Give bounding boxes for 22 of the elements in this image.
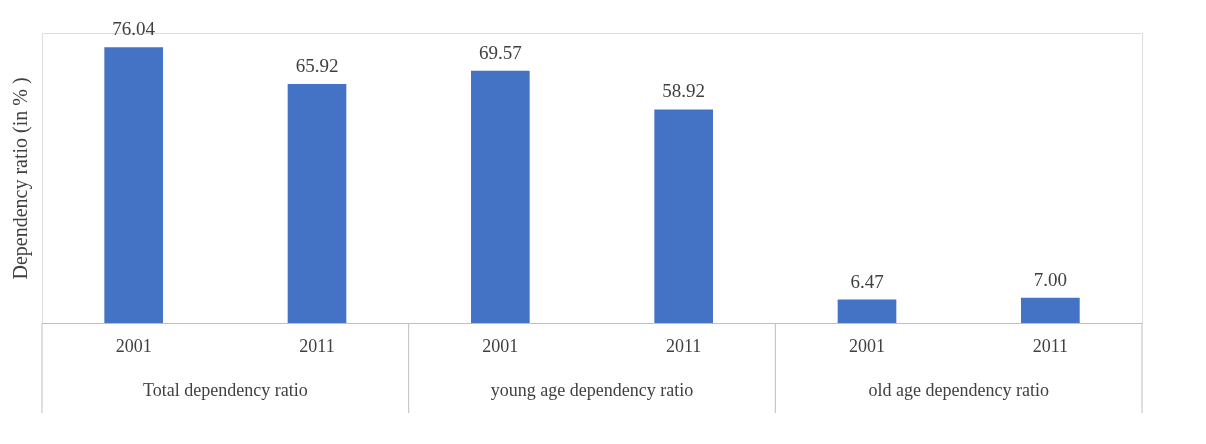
data-label: 6.47 (850, 270, 884, 292)
data-label: 58.92 (662, 80, 706, 102)
text: Total dependency ratio (143, 380, 308, 400)
bar (471, 70, 530, 323)
data-label: 7.00 (1033, 268, 1067, 290)
text: young age dependency ratio (490, 380, 694, 400)
x-tick-label: 2001 (849, 335, 885, 356)
bar (837, 299, 897, 323)
data-label: 69.57 (478, 41, 522, 63)
x-tick-label: 2011 (1032, 335, 1069, 356)
text: old age dependency ratio (868, 380, 1049, 400)
bar (104, 47, 163, 323)
x-tick-label: 2011 (299, 335, 335, 356)
bar (1021, 297, 1080, 323)
bar (287, 84, 347, 323)
x-tick-label: 2001 (115, 335, 152, 356)
data-label: 76.04 (112, 18, 156, 40)
bar (654, 109, 713, 323)
y-axis-title: Dependency ratio (in % ) (8, 77, 32, 280)
x-tick-label: 2011 (665, 335, 702, 356)
data-label: 65.92 (295, 55, 339, 77)
x-tick-label: 2001 (482, 335, 519, 356)
